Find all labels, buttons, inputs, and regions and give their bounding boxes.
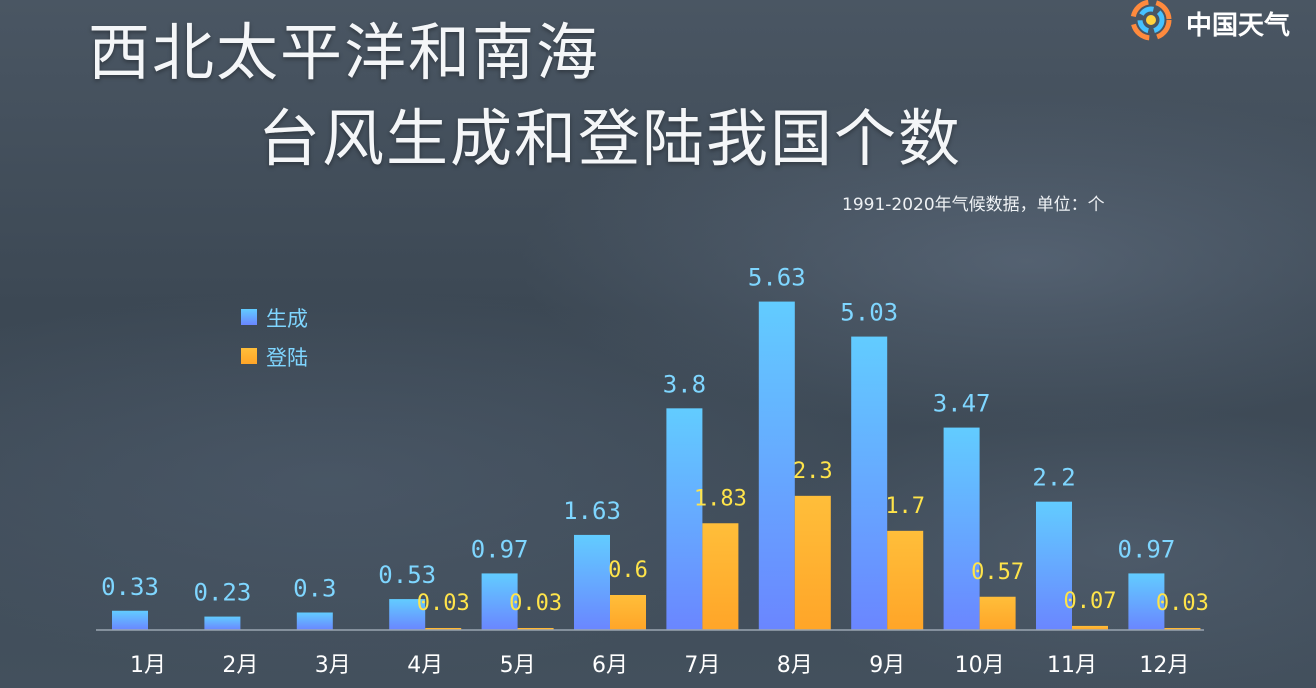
- value-label-generated-9: 5.03: [840, 299, 898, 327]
- x-tick-label-12: 12月: [1139, 653, 1189, 678]
- bar-generated-12: [1128, 573, 1165, 630]
- bar-landed-6: [610, 595, 646, 630]
- value-label-generated-4: 0.53: [378, 561, 436, 589]
- china-weather-swirl-icon: [1130, 0, 1172, 41]
- legend-label-landed: 登陆: [266, 346, 308, 370]
- x-tick-label-5: 5月: [500, 653, 536, 678]
- bar-generated-11: [1036, 501, 1072, 630]
- x-tick-label-2: 2月: [222, 653, 258, 678]
- chart-title-line-2: 台风生成和登陆我国个数: [258, 102, 963, 175]
- bar-landed-11: [1072, 625, 1108, 630]
- value-label-generated-6: 1.63: [563, 497, 621, 525]
- bar-generated-1: [112, 610, 148, 630]
- x-tick-label-9: 9月: [869, 653, 905, 678]
- bar-generated-2: [204, 616, 241, 630]
- x-tick-label-7: 7月: [684, 653, 720, 678]
- value-label-landed-12: 0.03: [1156, 591, 1209, 616]
- bar-generated-10: [943, 427, 980, 630]
- bar-generated-9: [851, 336, 888, 630]
- bar-landed-4: [425, 628, 462, 630]
- x-tick-label-10: 10月: [955, 653, 1005, 678]
- bar-generated-3: [296, 612, 333, 630]
- value-label-generated-8: 5.63: [748, 264, 806, 292]
- value-label-generated-10: 3.47: [933, 390, 991, 418]
- legend-swatch-landed: [241, 348, 257, 364]
- value-label-generated-1: 0.33: [101, 573, 159, 601]
- bar-generated-6: [574, 534, 610, 630]
- bar-generated-8: [758, 301, 795, 630]
- bar-landed-12: [1164, 628, 1201, 630]
- value-label-landed-9: 1.7: [885, 494, 925, 519]
- value-label-landed-5: 0.03: [509, 591, 562, 616]
- x-tick-label-8: 8月: [777, 653, 813, 678]
- value-labels-layer: 0.33 0.23 0.3 0.530.030.970.031.630.63.81.8…: [101, 264, 1209, 616]
- value-label-landed-11: 0.07: [1064, 589, 1117, 614]
- value-label-landed-10: 0.57: [971, 560, 1024, 585]
- value-label-generated-7: 3.8: [663, 370, 706, 398]
- brand-name: 中国天气: [1186, 10, 1291, 41]
- x-tick-label-6: 6月: [592, 653, 628, 678]
- x-tick-label-1: 1月: [130, 653, 166, 678]
- value-label-landed-6: 0.6: [608, 558, 648, 583]
- value-label-generated-3: 0.3: [293, 575, 336, 603]
- value-label-landed-4: 0.03: [417, 591, 470, 616]
- bar-generated-4: [389, 599, 426, 630]
- x-tick-labels: 1月 2月 3月 4月 5月 6月 7月 8月 9月 10月 11月 12月: [130, 653, 1189, 678]
- chart-title-line-1: 西北太平洋和南海: [88, 16, 601, 89]
- value-label-landed-8: 2.3: [793, 459, 833, 484]
- bar-landed-9: [887, 530, 924, 630]
- bar-generated-5: [481, 573, 518, 630]
- brand-logo: 中国天气: [1124, 0, 1290, 46]
- chart-legend: 生成 登陆: [241, 307, 308, 370]
- legend-swatch-generated: [241, 309, 257, 325]
- x-tick-label-11: 11月: [1047, 653, 1097, 678]
- chart-subtitle: 1991-2020年气候数据，单位：个: [842, 195, 1105, 215]
- bar-landed-10: [979, 596, 1016, 630]
- bars-layer: [112, 301, 1201, 630]
- value-label-generated-2: 0.23: [194, 579, 252, 607]
- value-label-landed-7: 1.83: [694, 486, 747, 511]
- bar-generated-7: [666, 408, 703, 630]
- bar-landed-5: [517, 628, 554, 630]
- value-label-generated-5: 0.97: [471, 535, 529, 563]
- legend-label-generated: 生成: [266, 307, 308, 331]
- value-label-generated-12: 0.97: [1118, 535, 1176, 563]
- x-tick-label-3: 3月: [315, 653, 351, 678]
- bar-landed-7: [702, 523, 739, 630]
- x-tick-label-4: 4月: [407, 653, 443, 678]
- value-label-generated-11: 2.2: [1032, 464, 1075, 492]
- bar-landed-8: [794, 495, 831, 630]
